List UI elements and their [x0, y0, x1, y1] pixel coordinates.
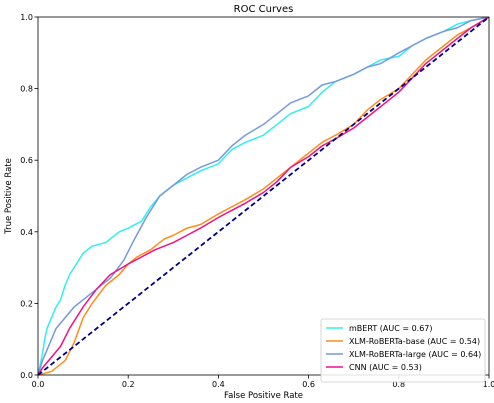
roc-curve-1: [38, 17, 489, 375]
x-tick-label: 0.2: [122, 380, 135, 389]
y-tick-label: 0.6: [20, 156, 33, 165]
y-tick-label: 0.0: [20, 371, 33, 380]
x-tick-label: 1.0: [483, 380, 494, 389]
plot-area: [37, 16, 490, 376]
x-tick-label: 0.6: [302, 380, 315, 389]
y-tick-label: 1.0: [20, 13, 33, 22]
legend-label: XLM-RoBERTa-base (AUC = 0.54): [349, 337, 480, 346]
y-tick-label: 0.2: [20, 299, 33, 308]
y-axis-title: True Positive Rate: [4, 158, 14, 235]
legend-label: mBERT (AUC = 0.67): [349, 324, 433, 333]
roc-curve-3: [38, 17, 489, 375]
axes-frame: [37, 16, 490, 376]
legend-box: [320, 318, 486, 383]
x-tick-label: 0.8: [392, 380, 405, 389]
roc-curve-2: [38, 17, 489, 375]
y-tick-label: 0.4: [20, 228, 33, 237]
x-axis-title: False Positive Rate: [224, 391, 303, 401]
roc-curve-0: [38, 17, 489, 375]
legend-label: CNN (AUC = 0.53): [349, 363, 422, 372]
legend: mBERT (AUC = 0.67) XLM-RoBERTa-base (AUC …: [320, 318, 486, 383]
legend-label: XLM-RoBERTa-large (AUC = 0.64): [349, 350, 481, 359]
x-tick-label: 0.4: [212, 380, 225, 389]
chart-title: ROC Curves: [234, 4, 294, 15]
y-tick-label: 0.8: [20, 85, 33, 94]
x-tick-label: 0.0: [32, 380, 45, 389]
